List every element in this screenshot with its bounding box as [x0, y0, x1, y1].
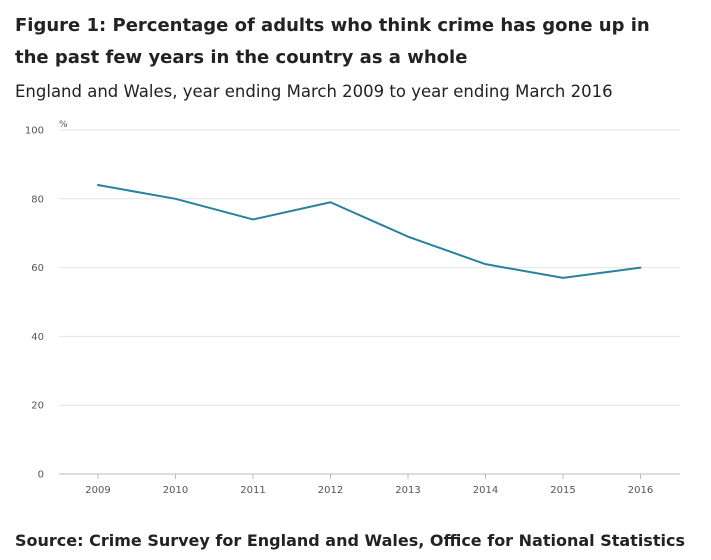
- y-tick-label: 0: [38, 470, 44, 481]
- x-tick-label: 2012: [318, 485, 343, 496]
- y-unit-label: %: [59, 120, 68, 130]
- series-lines: [97, 184, 642, 279]
- source-note: Source: Crime Survey for England and Wal…: [15, 531, 685, 550]
- y-tick-label: 80: [31, 194, 44, 205]
- x-tick-label: 2009: [85, 485, 110, 496]
- x-tick-label: 2015: [550, 485, 575, 496]
- y-tick-label: 100: [25, 126, 44, 137]
- y-tick-label: 20: [31, 401, 44, 412]
- chart-subtitle: England and Wales, year ending March 200…: [15, 82, 613, 101]
- y-tick-label: 40: [31, 332, 44, 343]
- x-tick-label: 2014: [473, 485, 498, 496]
- x-axis: 2009 2010 2011 2012 2013 2014 2015 2016: [85, 474, 653, 496]
- series-line: [97, 184, 642, 279]
- y-axis-ticks: 0 20 40 60 80 100: [25, 126, 44, 481]
- gridlines: [59, 129, 680, 475]
- y-tick-label: 60: [31, 263, 44, 274]
- x-tick-label: 2013: [395, 485, 420, 496]
- x-tick-label: 2010: [163, 485, 188, 496]
- x-tick-label: 2016: [628, 485, 653, 496]
- chart-title: Figure 1: Percentage of adults who think…: [15, 15, 650, 68]
- x-tick-label: 2011: [240, 485, 265, 496]
